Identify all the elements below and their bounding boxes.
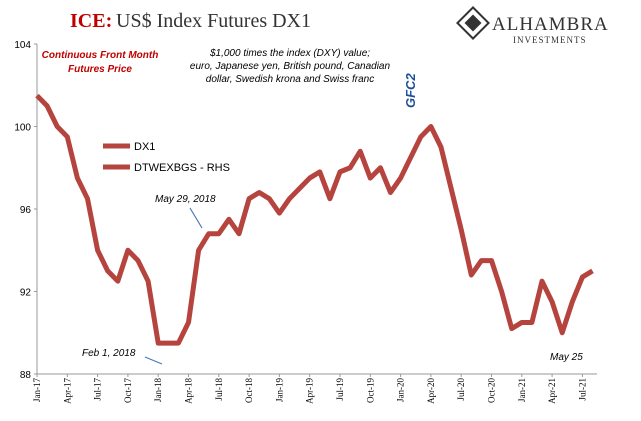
annotation: May 29, 2018 — [155, 194, 216, 205]
legend-label: DTWEXBGS - RHS — [134, 162, 230, 174]
x-tick-label: Apr-17 — [62, 378, 72, 404]
logo-tagline: INVESTMENTS — [513, 35, 587, 45]
annotation: Futures Price — [68, 64, 132, 75]
annotation: Continuous Front Month — [42, 50, 159, 61]
x-tick-label: Oct-19 — [365, 378, 375, 403]
annotation: dollar, Swedish krona and Swiss franc — [206, 74, 374, 85]
logo-icon — [456, 6, 490, 40]
x-tick-label: Jul-20 — [456, 378, 466, 401]
annotation: Feb 1, 2018 — [82, 348, 136, 359]
logo-name: ALHAMBRA — [492, 14, 609, 35]
x-tick-label: Apr-19 — [305, 378, 315, 404]
annotation: $1,000 times the index (DXY) value; — [209, 48, 370, 59]
x-tick-label: Jan-18 — [153, 378, 163, 402]
annotation: GFC2 — [403, 73, 418, 108]
x-tick-label: Jan-21 — [517, 378, 527, 402]
y-tick-label: 104 — [14, 40, 31, 51]
x-tick-label: Apr-21 — [547, 378, 557, 404]
line — [35, 93, 594, 346]
legend-label: DX1 — [134, 141, 155, 153]
x-tick-label: Jul-21 — [577, 378, 587, 401]
x-tick-label: Oct-18 — [244, 378, 254, 403]
y-tick-label: 100 — [14, 123, 31, 134]
annotation: euro, Japanese yen, British pound, Canad… — [190, 61, 391, 72]
y-tick-label: 96 — [20, 205, 32, 216]
title-prefix: ICE: — [70, 10, 112, 32]
x-tick-label: Jan-19 — [274, 378, 284, 402]
x-tick-label: Apr-18 — [184, 378, 194, 404]
x-tick-label: Oct-20 — [487, 378, 497, 403]
arrow — [144, 356, 163, 365]
x-tick-label: Oct-17 — [123, 378, 133, 403]
chart-title: US$ Index Futures DX1 — [116, 10, 311, 32]
x-tick-label: Apr-20 — [426, 378, 436, 404]
y-tick-label: 92 — [20, 288, 32, 299]
x-tick-label: Jul-19 — [335, 378, 345, 401]
x-tick-label: Jan-17 — [32, 378, 42, 402]
annotation: May 25 — [550, 352, 583, 363]
arrow — [189, 207, 203, 229]
x-tick-label: Jul-18 — [214, 378, 224, 401]
x-tick-label: Jul-17 — [93, 378, 103, 401]
x-tick-label: Jan-20 — [396, 378, 406, 402]
y-tick-label: 88 — [20, 370, 32, 381]
